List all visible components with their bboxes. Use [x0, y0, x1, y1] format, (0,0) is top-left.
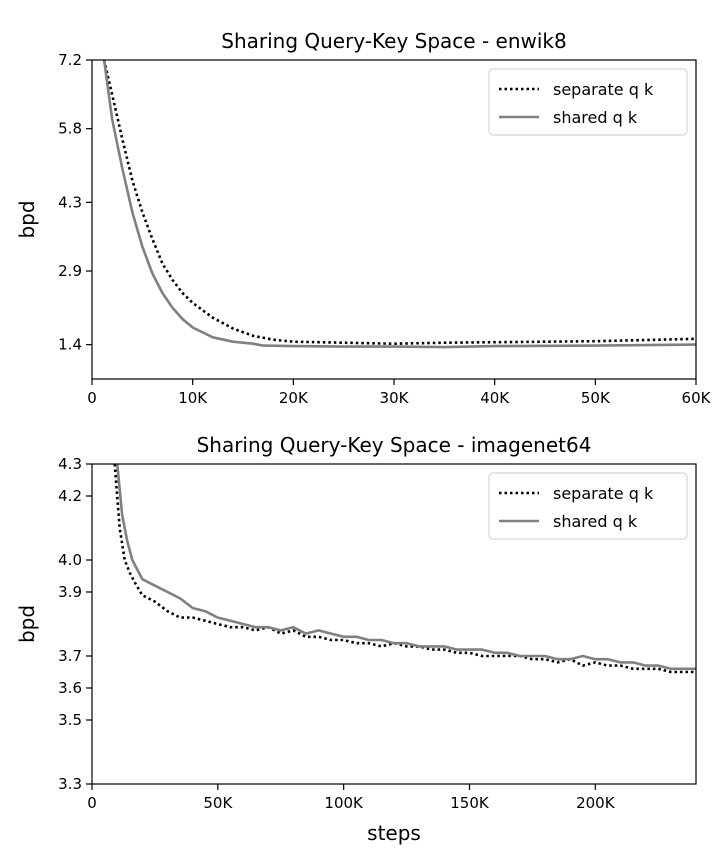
series-line-shared-qk	[115, 464, 696, 671]
x-tick-label: 200K	[576, 794, 616, 812]
chart-2: 0 50K 100K 150K 200K 3.3 3.5 3.6 3.7 3.9 4.0 4.2 4.3…	[15, 433, 697, 845]
y-tick-label: 3.9	[58, 583, 82, 601]
x-tick-label: 30K	[380, 389, 410, 407]
x-tick-label: 50K	[581, 389, 611, 407]
legend-entry: separate q k	[553, 80, 654, 99]
legend-box	[488, 68, 688, 136]
y-axis-label: bpd	[15, 605, 39, 643]
x-tick-label: 0	[87, 794, 97, 812]
x-tick-label: 150K	[450, 794, 490, 812]
series-line-separate-qk	[113, 464, 696, 674]
legend-entry: separate q k	[553, 484, 654, 503]
series-line-shared-qk	[102, 60, 696, 349]
x-tick-label: 10K	[178, 389, 208, 407]
legend-entry: shared q k	[553, 512, 638, 531]
y-axis-label: bpd	[15, 200, 39, 238]
y-tick-label: 3.3	[58, 775, 82, 793]
chart-1: 0 10K 20K 30K 40K 50K 60K 1.4 2.9 4.3 5.8 7.2 Sharin…	[15, 29, 712, 407]
y-tick-label: 3.7	[58, 647, 82, 665]
y-tick-label: 2.9	[58, 262, 82, 280]
y-tick-label: 3.6	[58, 679, 82, 697]
x-tick-label: 20K	[279, 389, 309, 407]
chart-title: Sharing Query-Key Space - imagenet64	[197, 433, 592, 457]
y-tick-label: 3.5	[58, 711, 82, 729]
x-tick-label: 50K	[203, 794, 233, 812]
series-line-separate-qk	[102, 60, 696, 346]
y-tick-label: 4.2	[58, 487, 82, 505]
y-tick-label: 1.4	[58, 336, 82, 354]
x-tick-label: 100K	[324, 794, 364, 812]
legend-box	[488, 472, 688, 540]
x-tick-label: 0	[87, 389, 97, 407]
x-tick-label: 40K	[480, 389, 510, 407]
chart-title: Sharing Query-Key Space - enwik8	[221, 29, 566, 53]
legend: separate q k shared q k	[488, 472, 688, 540]
y-tick-label: 5.8	[58, 120, 82, 138]
y-tick-label: 4.0	[58, 551, 82, 569]
y-tick-label: 4.3	[58, 193, 82, 211]
y-tick-label: 4.3	[58, 455, 82, 473]
x-axis-label: steps	[367, 821, 421, 845]
legend: separate q k shared q k	[488, 68, 688, 136]
legend-entry: shared q k	[553, 108, 638, 127]
y-tick-label: 7.2	[58, 51, 82, 69]
x-tick-label: 60K	[682, 389, 712, 407]
plot-frame	[91, 463, 697, 785]
